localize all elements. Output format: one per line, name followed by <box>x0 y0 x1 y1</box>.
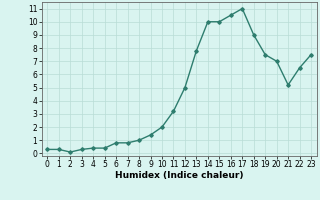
X-axis label: Humidex (Indice chaleur): Humidex (Indice chaleur) <box>115 171 244 180</box>
